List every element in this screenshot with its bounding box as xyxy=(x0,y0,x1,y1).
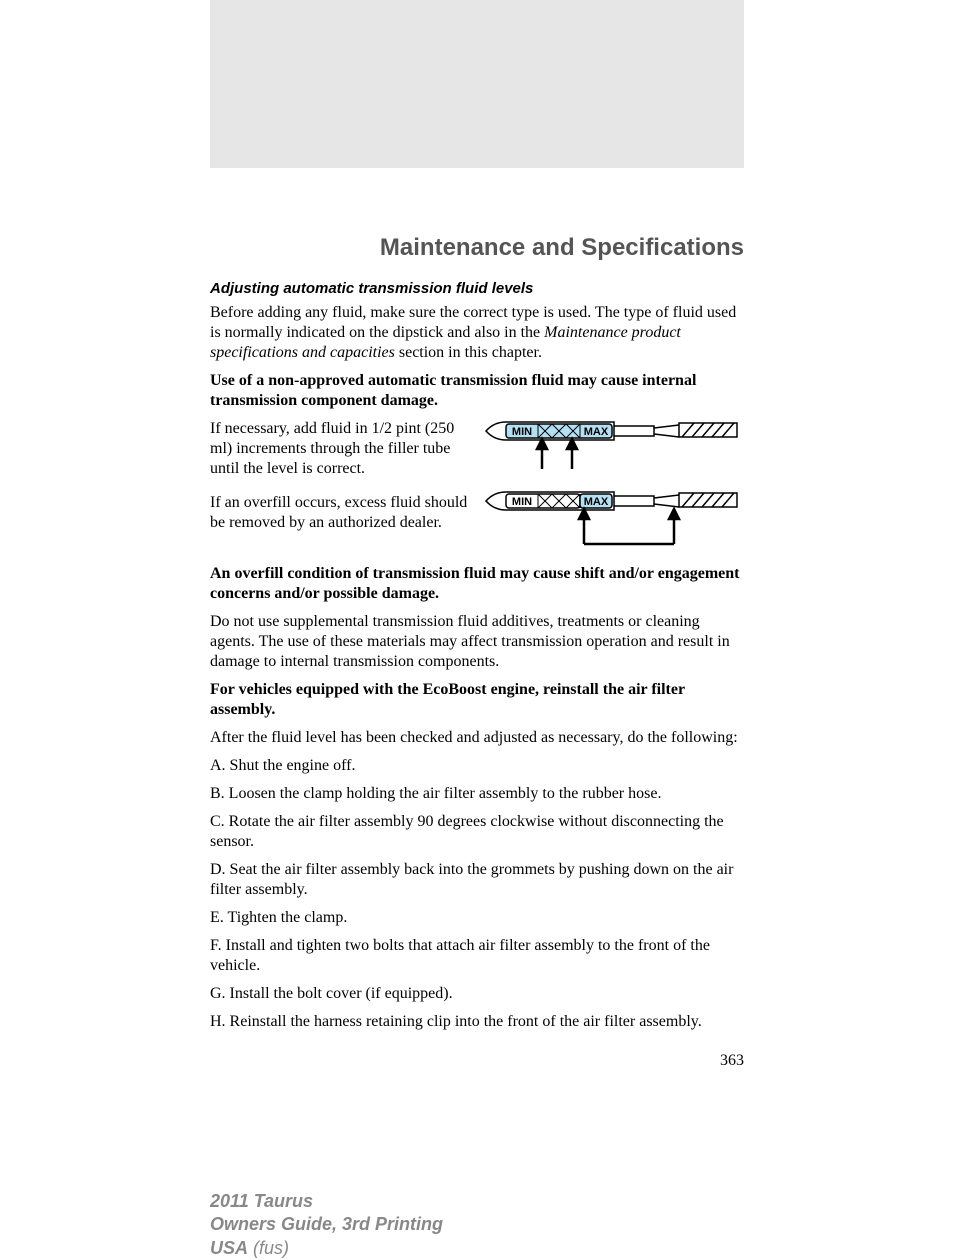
dipstick-normal-icon: MIN MAX xyxy=(484,419,744,479)
step-f: F. Install and tighten two bolts that at… xyxy=(210,936,744,976)
dipstick-overfill-icon: MIN MAX xyxy=(484,489,744,554)
section-subheading: Adjusting automatic transmission fluid l… xyxy=(210,280,744,297)
header-gray-band xyxy=(210,0,744,168)
max-label: MAX xyxy=(584,426,609,438)
footer-usa: USA xyxy=(210,1238,248,1258)
dipstick-section: MIN MAX xyxy=(210,419,744,564)
footer-line2: Owners Guide, 3rd Printing xyxy=(210,1213,954,1236)
additives-text: Do not use supplemental transmission flu… xyxy=(210,612,744,672)
min-label: MIN xyxy=(512,426,532,438)
step-g: G. Install the bolt cover (if equipped). xyxy=(210,984,744,1004)
step-a: A. Shut the engine off. xyxy=(210,756,744,776)
chapter-title: Maintenance and Specifications xyxy=(210,234,744,262)
footer: 2011 Taurus Owners Guide, 3rd Printing U… xyxy=(210,1190,954,1260)
page-number: 363 xyxy=(210,1052,744,1070)
max-label: MAX xyxy=(584,496,609,508)
ecoboost-note: For vehicles equipped with the EcoBoost … xyxy=(210,680,744,720)
dipstick-diagrams: MIN MAX xyxy=(484,419,744,564)
warning-nonapproved: Use of a non-approved automatic transmis… xyxy=(210,371,744,411)
step-d: D. Seat the air filter assembly back int… xyxy=(210,860,744,900)
step-e: E. Tighten the clamp. xyxy=(210,908,744,928)
footer-line3: USA (fus) xyxy=(210,1237,954,1260)
footer-line1: 2011 Taurus xyxy=(210,1190,954,1213)
min-label: MIN xyxy=(512,496,532,508)
intro-paragraph: Before adding any fluid, make sure the c… xyxy=(210,303,744,363)
after-check-intro: After the fluid level has been checked a… xyxy=(210,728,744,748)
footer-fus: (fus) xyxy=(248,1238,289,1258)
intro-text-b: section in this chapter. xyxy=(395,344,542,361)
step-h: H. Reinstall the harness retaining clip … xyxy=(210,1012,744,1032)
step-c: C. Rotate the air filter assembly 90 deg… xyxy=(210,812,744,852)
warning-overfill: An overfill condition of transmission fl… xyxy=(210,564,744,604)
step-b: B. Loosen the clamp holding the air filt… xyxy=(210,784,744,804)
